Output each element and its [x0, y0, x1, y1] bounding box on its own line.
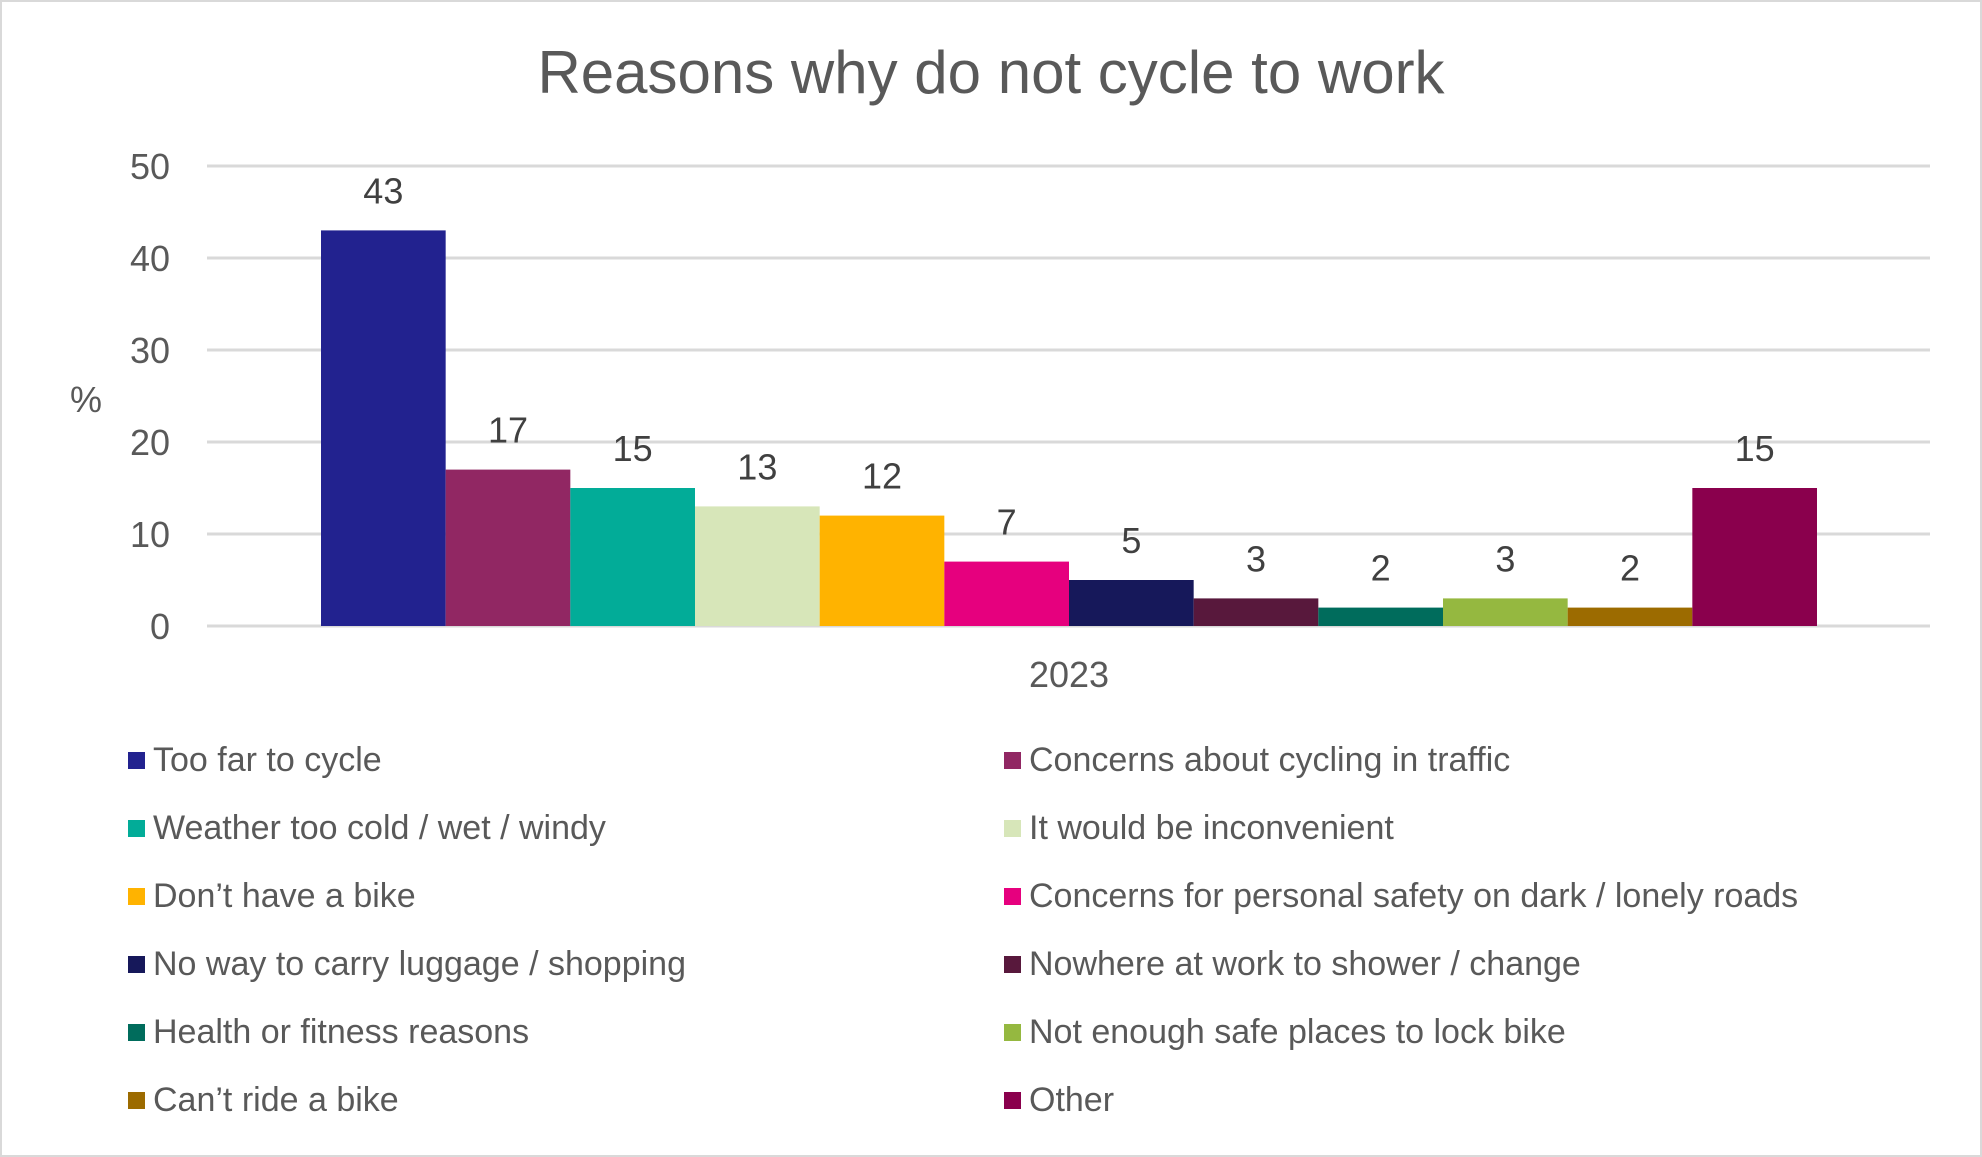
data-label: 2 [1371, 548, 1391, 589]
legend-swatch [1004, 887, 1021, 905]
data-label: 13 [737, 446, 777, 487]
legend-item: Nowhere at work to shower / change [1004, 942, 1581, 986]
bar [1443, 598, 1568, 626]
y-tick-label: 10 [130, 514, 170, 555]
data-label: 43 [363, 170, 403, 211]
legend-item: No way to carry luggage / shopping [128, 942, 686, 986]
legend-label: Nowhere at work to shower / change [1029, 945, 1581, 983]
legend-label: Not enough safe places to lock bike [1029, 1013, 1566, 1051]
chart-title: Reasons why do not cycle to work [537, 39, 1445, 106]
legend-item: Not enough safe places to lock bike [1004, 1010, 1566, 1054]
y-tick-label: 30 [130, 330, 170, 371]
legend-label: Weather too cold / wet / windy [153, 809, 606, 847]
legend-label: Can’t ride a bike [153, 1081, 399, 1119]
x-axis-ticks: 2023 [1029, 654, 1109, 695]
bar [1567, 607, 1693, 626]
legend-item: Concerns about cycling in traffic [1004, 738, 1510, 782]
legend-item: Concerns for personal safety on dark / l… [1004, 874, 1798, 918]
legend-label: No way to carry luggage / shopping [153, 945, 686, 983]
data-label: 3 [1495, 538, 1515, 579]
bar [944, 561, 1069, 626]
data-label: 15 [1735, 428, 1775, 469]
legend-label: Concerns about cycling in traffic [1029, 741, 1511, 779]
y-tick-label: 50 [130, 146, 170, 187]
legend-label: Don’t have a bike [153, 877, 416, 915]
legend-swatch [128, 887, 145, 905]
legend-swatch [128, 955, 145, 973]
data-label: 5 [1121, 520, 1141, 561]
bar [570, 488, 695, 626]
legend-label: Health or fitness reasons [153, 1013, 530, 1051]
data-label: 17 [488, 410, 528, 451]
legend-item: Can’t ride a bike [128, 1078, 399, 1122]
y-tick-label: 0 [150, 606, 170, 647]
legend-label: It would be inconvenient [1029, 809, 1394, 847]
legend-swatch [128, 751, 145, 769]
bar [1318, 607, 1443, 626]
x-tick-label: 2023 [1029, 654, 1109, 695]
legend-swatch [1004, 751, 1021, 769]
legend-swatch [1004, 1023, 1021, 1041]
legend-label: Too far to cycle [153, 741, 382, 779]
bar [321, 230, 446, 626]
bar [1692, 488, 1817, 626]
legend-label: Concerns for personal safety on dark / l… [1029, 877, 1799, 915]
bars [321, 230, 1817, 626]
bar [1069, 580, 1194, 626]
legend-swatch [1004, 955, 1021, 973]
data-labels: 43 17 15 13 12 7 5 3 2 3 2 15 [363, 170, 1774, 588]
y-tick-label: 40 [130, 238, 170, 279]
data-label: 2 [1620, 548, 1640, 589]
legend-swatch [128, 1023, 145, 1041]
legend-swatch [1004, 819, 1021, 837]
data-label: 15 [613, 428, 653, 469]
bar [695, 506, 820, 626]
bar [819, 515, 945, 626]
bar [1193, 598, 1319, 626]
legend-item: Health or fitness reasons [128, 1010, 529, 1054]
y-axis-label: % [70, 379, 102, 420]
legend-item: Don’t have a bike [128, 874, 416, 918]
legend-item: Other [1004, 1078, 1114, 1122]
legend-swatch [1004, 1091, 1021, 1109]
bar [445, 469, 571, 626]
y-tick-label: 20 [130, 422, 170, 463]
data-label: 7 [997, 502, 1017, 543]
legend-item: It would be inconvenient [1004, 806, 1394, 850]
legend-item: Too far to cycle [128, 738, 382, 782]
legend-swatch [128, 1091, 145, 1109]
legend-swatch [128, 819, 145, 837]
data-label: 3 [1246, 538, 1266, 579]
legend-item: Weather too cold / wet / windy [128, 806, 606, 850]
data-label: 12 [862, 456, 902, 497]
legend-label: Other [1029, 1081, 1115, 1119]
y-axis-ticks: 0 10 20 30 40 50 [130, 146, 170, 647]
